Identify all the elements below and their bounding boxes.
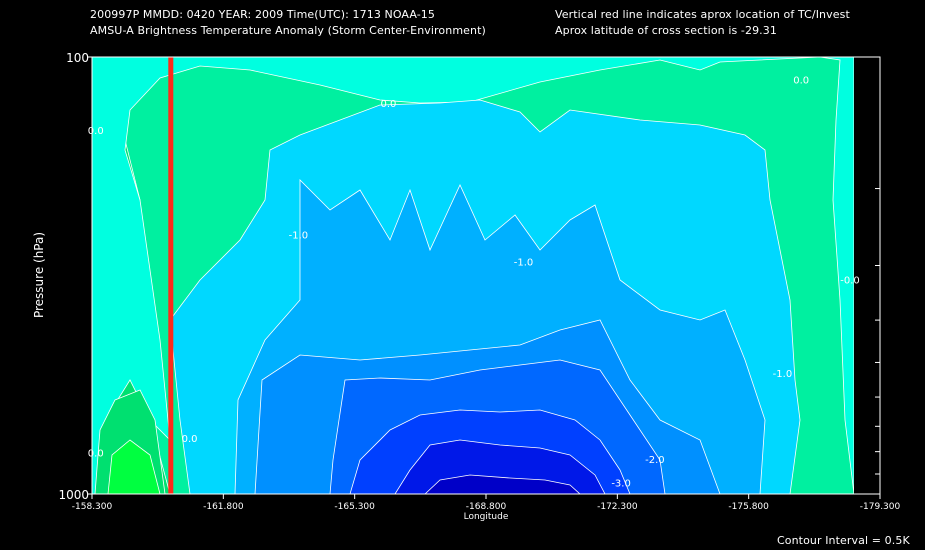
x-tick-label-2: -165.300: [334, 502, 375, 512]
contour-band-m05: [92, 57, 854, 494]
y-tick-label-0: 100: [66, 51, 89, 65]
contour-label-2: 0.0: [793, 76, 809, 87]
contour-label-1: 0.0: [380, 99, 396, 110]
y-axis-label: Pressure (hPa): [32, 232, 46, 318]
x-tick-label-1: -161.800: [203, 502, 244, 512]
contour-label-9: -2.0: [645, 455, 665, 466]
x-tick-label-4: -172.300: [597, 502, 638, 512]
contour-label-3: -1.0: [289, 230, 309, 241]
axes: -158.300 -161.800 -165.300 -168.800 -172.300…: [58, 51, 900, 512]
contour-labels: 0.0 0.0 0.0 -1.0 -1.0 -0.0 -1.0 0.0 0.0 -2.0 -3.0: [88, 76, 860, 490]
x-tick-label-0: -158.300: [72, 502, 113, 512]
y-tick-label-1: 1000: [58, 488, 89, 502]
header-line-1-left: 200997P MMDD: 0420 YEAR: 2009 Time(UTC):…: [90, 8, 436, 21]
header-line-1-right: Vertical red line indicates aprox locati…: [555, 8, 850, 21]
contour-fills: [92, 57, 854, 494]
contour-label-10: -3.0: [611, 478, 631, 489]
x-tick-label-3: -168.800: [466, 502, 507, 512]
header-line-2-right: Aprox latitude of cross section is -29.3…: [555, 24, 777, 37]
contour-label-4: -1.0: [514, 258, 534, 269]
contour-band-warm-2: [107, 439, 161, 494]
contour-label-8: 0.0: [182, 434, 198, 445]
contour-interval-label: Contour Interval = 0.5K: [777, 534, 910, 547]
contour-label-0: 0.0: [88, 126, 104, 137]
contour-band-m4: [424, 474, 581, 494]
header-line-2-left: AMSU-A Brightness Temperature Anomaly (S…: [90, 24, 486, 37]
x-tick-label-6: -179.300: [860, 502, 901, 512]
contour-label-5: -0.0: [840, 276, 860, 287]
contour-label-7: 0.0: [88, 448, 104, 459]
contour-label-6: -1.0: [773, 369, 793, 380]
x-axis-label: Longitude: [464, 512, 509, 522]
x-tick-label-5: -175.800: [728, 502, 769, 512]
